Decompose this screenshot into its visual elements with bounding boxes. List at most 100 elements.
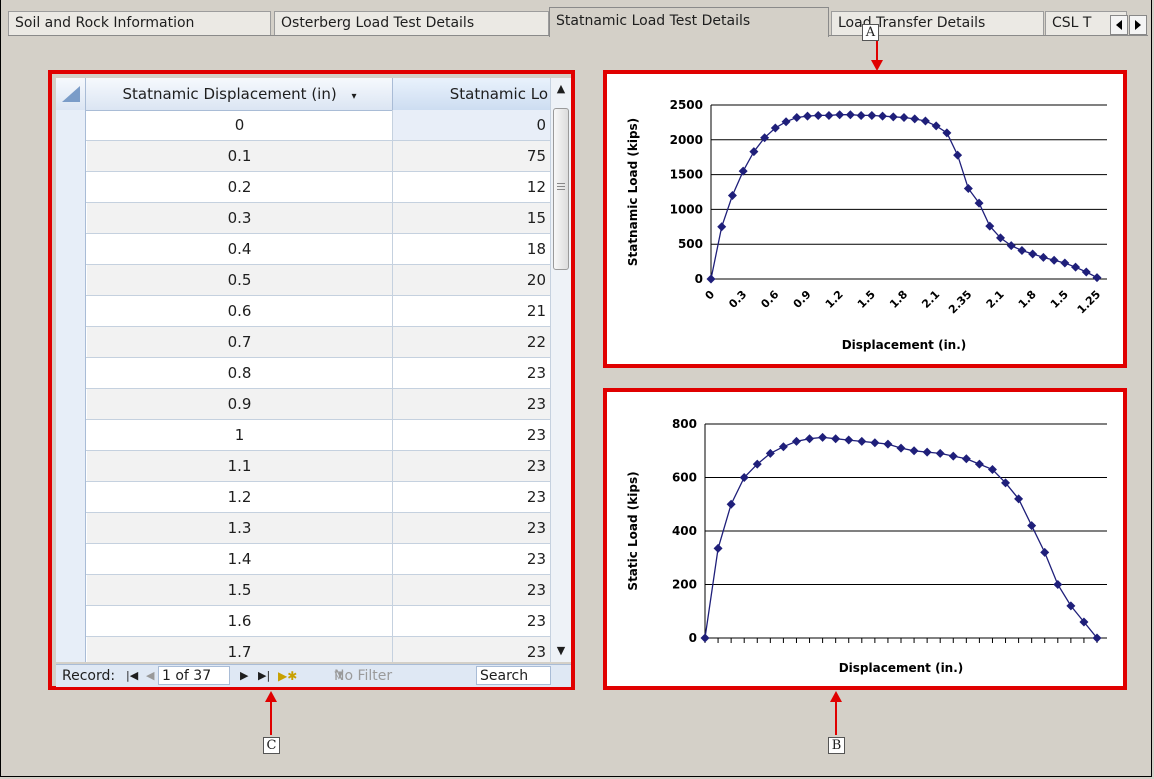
tab-statnamic-load-test-details[interactable]: Statnamic Load Test Details (549, 7, 829, 37)
table-row[interactable]: 1.7 23 (56, 637, 571, 662)
load-cell[interactable]: 23 (526, 364, 546, 382)
column-header-displacement[interactable]: Statnamic Displacement (in) ▾ (87, 78, 393, 110)
dropdown-arrow-icon[interactable]: ▾ (351, 91, 357, 102)
record-selector[interactable] (56, 234, 86, 265)
record-selector[interactable] (56, 358, 86, 389)
table-row[interactable]: 0.2 12 (56, 172, 571, 203)
displacement-cell[interactable]: 0.6 (87, 296, 393, 326)
table-row[interactable]: 0.3 15 (56, 203, 571, 234)
table-row[interactable]: 1.6 23 (56, 606, 571, 637)
y-tick-label: 500 (678, 237, 703, 251)
data-point (1038, 252, 1048, 262)
record-position-input[interactable]: 1 of 37 (158, 666, 230, 685)
table-row[interactable]: 0.1 75 (56, 141, 571, 172)
load-cell[interactable]: 23 (526, 488, 546, 506)
record-selector[interactable] (56, 637, 86, 662)
load-cell[interactable]: 12 (526, 178, 546, 196)
displacement-cell[interactable]: 1.5 (87, 575, 393, 605)
data-point (749, 147, 759, 157)
displacement-cell[interactable]: 0.4 (87, 234, 393, 264)
load-cell[interactable]: 23 (526, 426, 546, 444)
new-record-icon[interactable]: ▶✱ (278, 669, 298, 683)
displacement-cell[interactable]: 1.7 (87, 637, 393, 662)
static-load-chart: 0 200 400 600 800 Static Load (kips) Displacem… (603, 388, 1127, 690)
scrollbar-thumb[interactable] (553, 108, 569, 270)
first-record-icon[interactable]: |◀ (126, 669, 139, 682)
load-cell[interactable]: 75 (393, 141, 550, 171)
table-row[interactable]: 0.5 20 (56, 265, 571, 296)
table-row[interactable]: 0.9 23 (56, 389, 571, 420)
column-header-load[interactable]: Statnamic Lo (393, 78, 550, 110)
table-row[interactable]: 1.3 23 (56, 513, 571, 544)
table-row[interactable]: 1.1 23 (56, 451, 571, 482)
load-cell[interactable]: 23 (526, 612, 546, 630)
displacement-cell[interactable]: 0.2 (87, 172, 393, 202)
displacement-cell[interactable]: 0.3 (87, 203, 393, 233)
table-row[interactable]: 0.4 18 (56, 234, 571, 265)
table-row[interactable]: 1.4 23 (56, 544, 571, 575)
record-selector[interactable] (56, 544, 86, 575)
displacement-cell[interactable]: 1.3 (87, 513, 393, 543)
record-selector[interactable] (56, 606, 86, 637)
record-selector[interactable] (56, 141, 86, 172)
x-tick-label: 1.5 (855, 288, 878, 311)
load-cell[interactable]: 15 (393, 203, 550, 233)
data-point (803, 111, 812, 121)
load-cell[interactable]: 18 (526, 240, 546, 258)
displacement-cell[interactable]: 0 (87, 110, 393, 140)
vertical-scrollbar[interactable]: ▲ ▼ (550, 78, 571, 662)
record-selector[interactable] (56, 172, 86, 203)
load-cell[interactable]: 21 (526, 302, 546, 320)
displacement-cell[interactable]: 0.7 (87, 327, 393, 357)
record-selector[interactable] (56, 110, 86, 141)
table-row[interactable]: 0.6 21 (56, 296, 571, 327)
load-cell[interactable]: 23 (526, 550, 546, 568)
record-selector[interactable] (56, 203, 86, 234)
load-cell[interactable]: 23 (393, 575, 550, 605)
load-cell[interactable]: 0 (393, 110, 550, 140)
displacement-cell[interactable]: 1.2 (87, 482, 393, 512)
table-row[interactable]: 0.7 22 (56, 327, 571, 358)
displacement-cell[interactable]: 0.1 (87, 141, 393, 171)
load-cell[interactable]: 23 (393, 637, 550, 662)
tab-scroll-right-button[interactable] (1129, 15, 1147, 35)
displacement-cell[interactable]: 0.9 (87, 389, 393, 419)
load-cell[interactable]: 23 (393, 389, 550, 419)
tab-soil-and-rock-information[interactable]: Soil and Rock Information (8, 11, 271, 35)
table-row[interactable]: 1.2 23 (56, 482, 571, 513)
next-record-icon[interactable]: ▶ (240, 669, 249, 682)
table-row[interactable]: 1 23 (56, 420, 571, 451)
scroll-up-icon[interactable]: ▲ (556, 82, 566, 95)
displacement-cell[interactable]: 1.1 (87, 451, 393, 481)
record-selector[interactable] (56, 575, 86, 606)
last-record-icon[interactable]: ▶| (258, 669, 271, 682)
displacement-cell[interactable]: 1 (87, 420, 393, 450)
displacement-cell[interactable]: 0.8 (87, 358, 393, 388)
record-selector[interactable] (56, 482, 86, 513)
triangle-left-icon (1116, 20, 1122, 30)
select-all-corner[interactable] (56, 78, 86, 110)
record-selector[interactable] (56, 327, 86, 358)
displacement-cell[interactable]: 1.4 (87, 544, 393, 574)
record-selector[interactable] (56, 296, 86, 327)
prev-record-icon[interactable]: ◀ (146, 669, 155, 682)
record-selector[interactable] (56, 513, 86, 544)
load-cell[interactable]: 22 (393, 327, 550, 357)
data-point (888, 112, 898, 122)
table-row[interactable]: 1.5 23 (56, 575, 571, 606)
load-cell[interactable]: 23 (393, 513, 550, 543)
record-selector[interactable] (56, 389, 86, 420)
record-selector[interactable] (56, 420, 86, 451)
load-cell[interactable]: 23 (393, 451, 550, 481)
tab-scroll-left-button[interactable] (1110, 15, 1128, 35)
load-cell[interactable]: 20 (393, 265, 550, 295)
displacement-cell[interactable]: 1.6 (87, 606, 393, 636)
displacement-cell[interactable]: 0.5 (87, 265, 393, 295)
tab-osterberg-load-test-details[interactable]: Osterberg Load Test Details (274, 11, 549, 35)
table-row[interactable]: 0.8 23 (56, 358, 571, 389)
search-field[interactable]: Search (476, 666, 551, 685)
record-selector[interactable] (56, 451, 86, 482)
scroll-down-icon[interactable]: ▼ (556, 644, 566, 657)
record-selector[interactable] (56, 265, 86, 296)
